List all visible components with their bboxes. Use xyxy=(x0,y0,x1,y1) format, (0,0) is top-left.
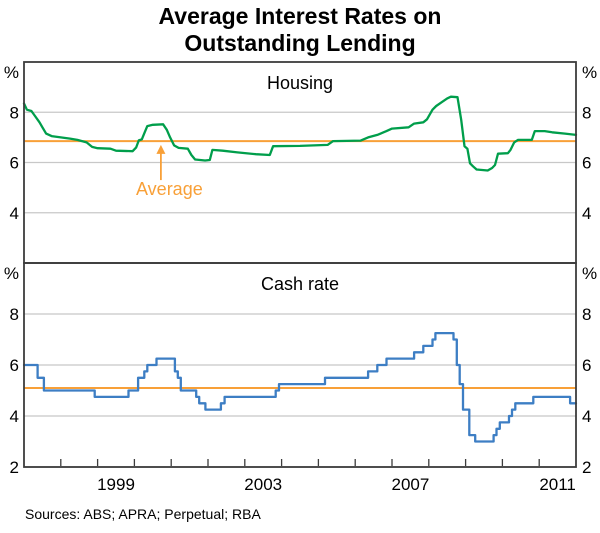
percent-unit-label-left: % xyxy=(4,264,19,283)
panel-frame-1 xyxy=(23,262,577,468)
x-axis-label-1999: 1999 xyxy=(97,475,135,494)
y-axis-label-right-6: 6 xyxy=(582,154,591,173)
sources-note: Sources: ABS; APRA; Perpetual; RBA xyxy=(25,506,261,522)
percent-unit-label-right: % xyxy=(582,264,597,283)
chart-title-line-2: Outstanding Lending xyxy=(184,30,416,56)
average-arrow-head xyxy=(156,144,166,154)
percent-unit-label-left: % xyxy=(4,63,19,82)
average-annotation-label: Average xyxy=(136,179,203,199)
percent-unit-label-right: % xyxy=(582,63,597,82)
series-line-housing xyxy=(22,95,578,172)
y-axis-label-right-6: 6 xyxy=(582,356,591,375)
y-axis-label-left-2: 2 xyxy=(10,458,19,477)
y-axis-label-left-6: 6 xyxy=(10,154,19,173)
y-axis-label-right-4: 4 xyxy=(582,407,591,426)
x-axis-label-2011: 2011 xyxy=(539,475,576,494)
y-axis-label-left-4: 4 xyxy=(10,204,19,223)
series-line-cash-rate xyxy=(22,331,578,443)
y-axis-label-right-4: 4 xyxy=(582,204,591,223)
chart-title: Average Interest Rates on Outstanding Le… xyxy=(0,3,600,57)
y-axis-label-right-8: 8 xyxy=(582,103,591,122)
chart-title-line-1: Average Interest Rates on xyxy=(158,3,442,29)
y-axis-label-left-8: 8 xyxy=(10,103,19,122)
x-axis-label-2003: 2003 xyxy=(244,475,282,494)
y-axis-label-left-8: 8 xyxy=(10,305,19,324)
y-axis-label-right-8: 8 xyxy=(582,305,591,324)
panel-title-0: Housing xyxy=(267,73,333,93)
y-axis-label-right-2: 2 xyxy=(582,458,591,477)
panel-title-1: Cash rate xyxy=(261,274,339,294)
x-axis-label-2007: 2007 xyxy=(391,475,429,494)
y-axis-label-left-4: 4 xyxy=(10,407,19,426)
y-axis-label-left-6: 6 xyxy=(10,356,19,375)
